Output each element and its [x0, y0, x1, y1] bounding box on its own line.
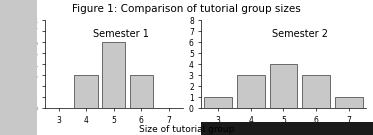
Text: Size of tutorial group: Size of tutorial group — [139, 125, 234, 134]
Bar — [303, 75, 330, 108]
Bar — [102, 42, 125, 108]
Bar — [237, 75, 264, 108]
Text: Figure 1: Comparison of tutorial group sizes: Figure 1: Comparison of tutorial group s… — [72, 4, 301, 14]
Y-axis label: Number of groups: Number of groups — [21, 23, 29, 105]
Text: Semester 2: Semester 2 — [272, 29, 328, 39]
Text: Semester 1: Semester 1 — [93, 29, 148, 39]
Bar — [75, 75, 98, 108]
Bar — [270, 64, 297, 108]
Bar — [204, 97, 232, 108]
Bar — [130, 75, 153, 108]
Bar — [335, 97, 363, 108]
